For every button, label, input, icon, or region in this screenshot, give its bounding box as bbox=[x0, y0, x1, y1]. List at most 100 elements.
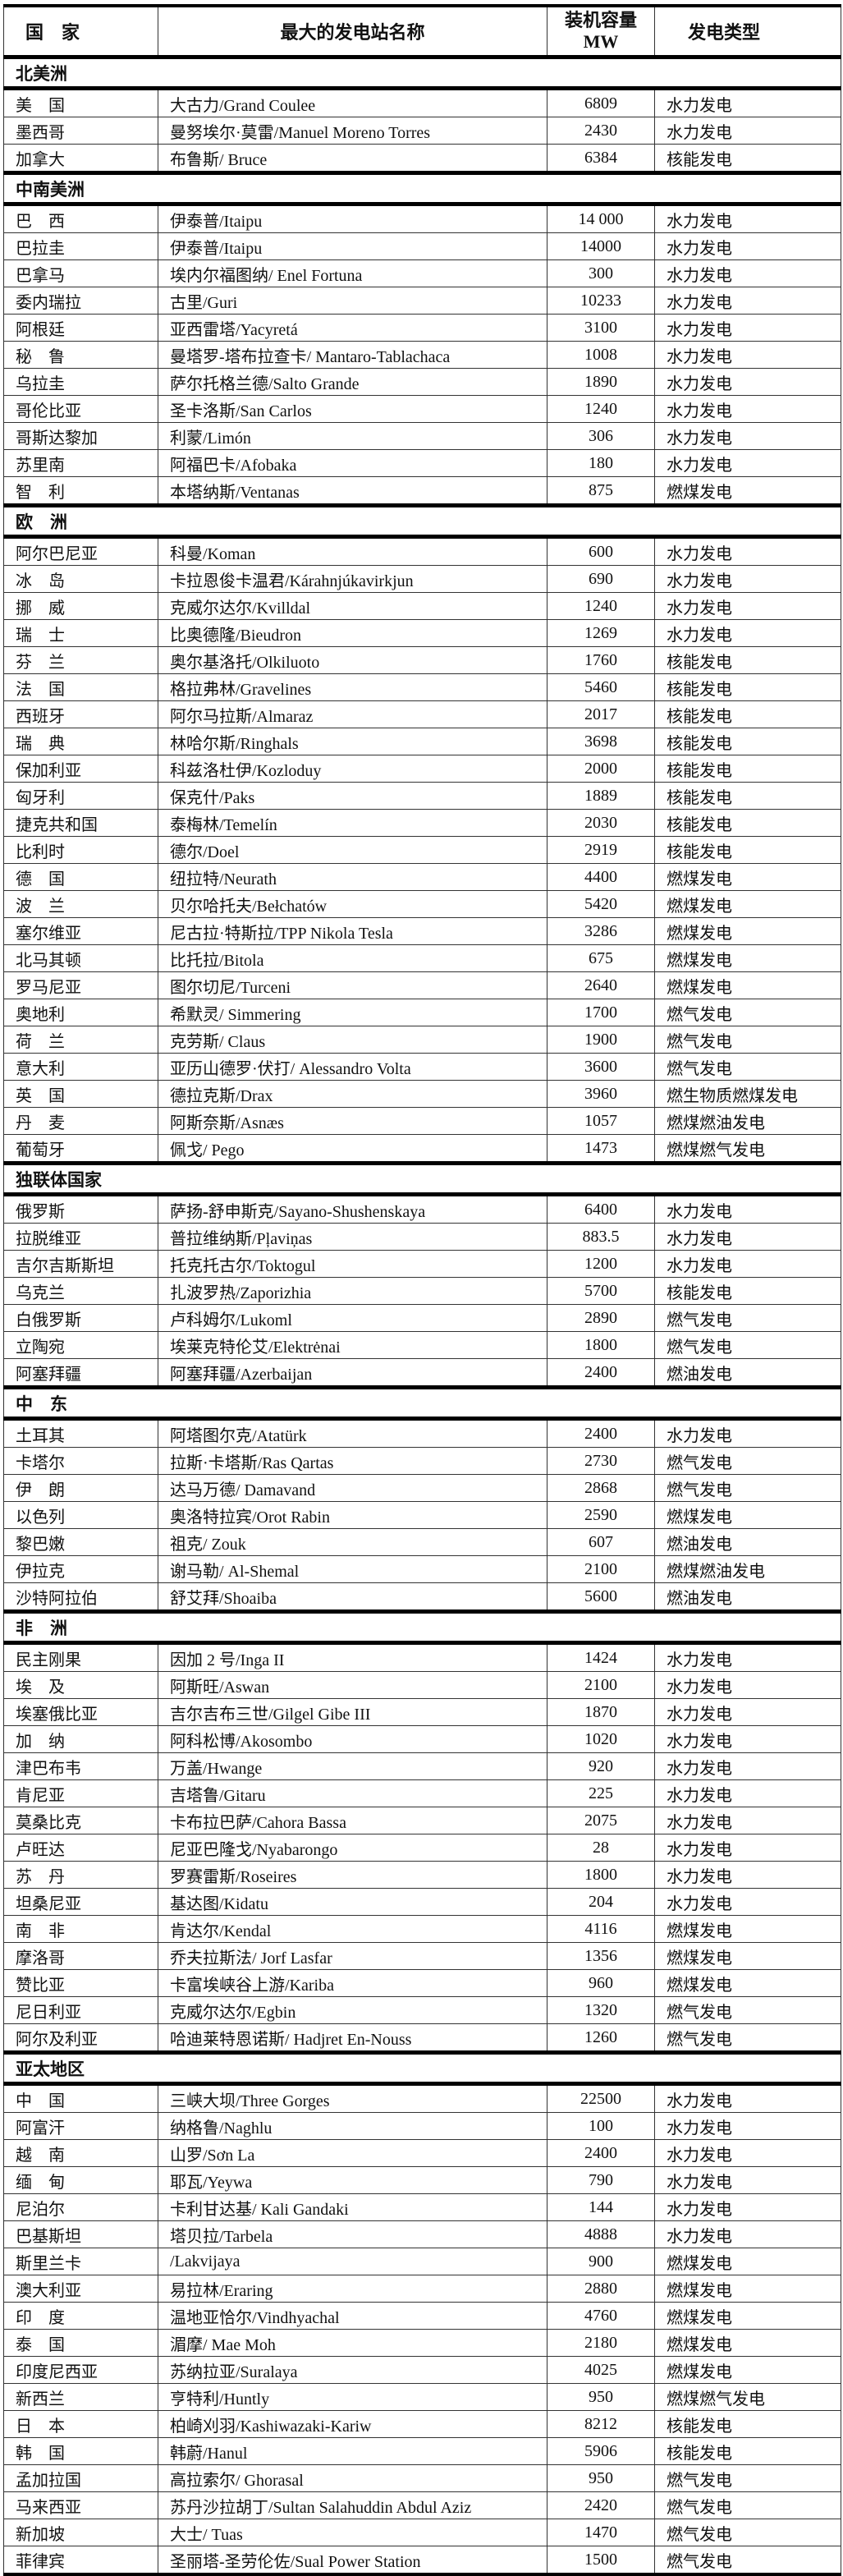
country-cell: 日 本 bbox=[3, 2410, 158, 2438]
station-cell: 卡富埃峡谷上游/Kariba bbox=[158, 1969, 547, 1997]
type-cell: 水力发电 bbox=[654, 259, 841, 287]
station-cell: 格拉弗林/Gravelines bbox=[158, 673, 547, 701]
table-row: 新西兰 亨特利/Huntly 950 燃煤燃气发电 bbox=[3, 2383, 841, 2411]
country-cell: 瑞 典 bbox=[3, 728, 158, 755]
capacity-cell: 690 bbox=[547, 565, 655, 593]
table-row: 瑞 士比奥德隆/Bieudron 1269 水力发电 bbox=[3, 619, 841, 647]
station-cell: 比奥德隆/Bieudron bbox=[158, 619, 547, 647]
table-row: 德 国纽拉特/Neurath 4400 燃煤发电 bbox=[3, 863, 841, 891]
type-cell: 水力发电 bbox=[654, 1418, 841, 1448]
type-cell: 水力发电 bbox=[654, 314, 841, 342]
station-cell: 乔夫拉斯法/ Jorf Lasfar bbox=[158, 1942, 547, 1970]
type-cell: 燃煤燃油发电 bbox=[654, 1107, 841, 1135]
country-cell: 巴拉圭 bbox=[3, 232, 158, 260]
capacity-cell: 1760 bbox=[547, 646, 655, 674]
table-row: 法 国格拉弗林/Gravelines 5460 核能发电 bbox=[3, 673, 841, 701]
station-cell: 舒艾拜/Shoaiba bbox=[158, 1582, 547, 1612]
table-row: 乌拉圭 萨尔托格兰德/Salto Grande 1890 水力发电 bbox=[3, 368, 841, 396]
table-row: 肯尼亚 吉塔鲁/Gitaru 225 水力发电 bbox=[3, 1779, 841, 1807]
country-cell: 津巴布韦 bbox=[3, 1752, 158, 1780]
station-cell: 古里/Guri bbox=[158, 287, 547, 315]
capacity-cell: 5420 bbox=[547, 890, 655, 918]
country-cell: 哥斯达黎加 bbox=[3, 422, 158, 450]
type-cell: 水力发电 bbox=[654, 395, 841, 423]
region-row: 非 洲 bbox=[3, 1609, 841, 1645]
type-cell: 燃气发电 bbox=[654, 1331, 841, 1359]
table-row: 黎巴嫩 祖克/ Zouk 607 燃油发电 bbox=[3, 1528, 841, 1556]
country-cell: 巴基斯坦 bbox=[3, 2220, 158, 2248]
region-label: 独联体国家 bbox=[3, 1161, 841, 1196]
table-row: 北马其顿 比托拉/Bitola 675 燃煤发电 bbox=[3, 944, 841, 972]
table-header-row: 国 家 最大的发电站名称 装机容量 MW 发电类型 bbox=[3, 4, 841, 59]
header-capacity-label: 装机容量 bbox=[564, 10, 637, 30]
capacity-cell: 2030 bbox=[547, 809, 655, 837]
type-cell: 燃煤发电 bbox=[654, 2329, 841, 2357]
capacity-cell: 6809 bbox=[547, 88, 655, 117]
country-cell: 肯尼亚 bbox=[3, 1779, 158, 1807]
capacity-cell: 900 bbox=[547, 2248, 655, 2275]
capacity-cell: 1269 bbox=[547, 619, 655, 647]
table-row: 日 本柏崎刈羽/Kashiwazaki-Kariw 8212 核能发电 bbox=[3, 2410, 841, 2438]
country-cell: 卡塔尔 bbox=[3, 1447, 158, 1475]
station-cell: 肯达尔/Kendal bbox=[158, 1915, 547, 1943]
table-row: 秘 鲁曼塔罗-塔布拉查卡/ Mantaro-Tablachaca 1008 水力发电 bbox=[3, 341, 841, 369]
table-row: 摩洛哥 乔夫拉斯法/ Jorf Lasfar 1356 燃煤发电 bbox=[3, 1942, 841, 1970]
type-cell: 水力发电 bbox=[654, 1888, 841, 1916]
capacity-cell: 2868 bbox=[547, 1474, 655, 1502]
station-cell: 萨扬-舒申斯克/Sayano-Shushenskaya bbox=[158, 1194, 547, 1224]
station-cell: 阿科松博/Akosombo bbox=[158, 1725, 547, 1753]
station-cell: 苏纳拉亚/Suralaya bbox=[158, 2356, 547, 2384]
table-row: 吉尔吉斯斯坦 托克托古尔/Toktogul 1200 水力发电 bbox=[3, 1250, 841, 1278]
capacity-cell: 204 bbox=[547, 1888, 655, 1916]
capacity-cell: 2075 bbox=[547, 1807, 655, 1834]
type-cell: 燃气发电 bbox=[654, 1996, 841, 2024]
capacity-cell: 1320 bbox=[547, 1996, 655, 2024]
type-cell: 核能发电 bbox=[654, 782, 841, 810]
capacity-cell: 2919 bbox=[547, 836, 655, 864]
station-cell: 泰梅林/Temelín bbox=[158, 809, 547, 837]
station-cell: 苏丹沙拉胡丁/Sultan Salahuddin Abdul Aziz bbox=[158, 2491, 547, 2519]
country-cell: 立陶宛 bbox=[3, 1331, 158, 1359]
station-cell: 亨特利/Huntly bbox=[158, 2383, 547, 2411]
table-row: 匈牙利 保克什/Paks 1889 核能发电 bbox=[3, 782, 841, 810]
table-row: 南 非肯达尔/Kendal 4116 燃煤发电 bbox=[3, 1915, 841, 1943]
country-cell: 美 国 bbox=[3, 88, 158, 117]
type-cell: 水力发电 bbox=[654, 1752, 841, 1780]
station-cell: 阿斯奈斯/Asnæs bbox=[158, 1107, 547, 1135]
table-row: 孟加拉国 高拉索尔/ Ghorasal 950 燃气发电 bbox=[3, 2464, 841, 2492]
country-cell: 西班牙 bbox=[3, 700, 158, 728]
capacity-cell: 3100 bbox=[547, 314, 655, 342]
type-cell: 燃煤发电 bbox=[654, 971, 841, 999]
table-row: 缅 甸耶瓦/Yeywa 790 水力发电 bbox=[3, 2166, 841, 2194]
table-row: 芬 兰奥尔基洛托/Olkiluoto 1760 核能发电 bbox=[3, 646, 841, 674]
country-cell: 阿塞拜疆 bbox=[3, 1358, 158, 1388]
capacity-cell: 5460 bbox=[547, 673, 655, 701]
capacity-cell: 1800 bbox=[547, 1331, 655, 1359]
type-cell: 燃生物质燃煤发电 bbox=[654, 1080, 841, 1108]
capacity-cell: 2880 bbox=[547, 2275, 655, 2303]
station-cell: 比托拉/Bitola bbox=[158, 944, 547, 972]
station-cell: 温地亚恰尔/Vindhyachal bbox=[158, 2302, 547, 2330]
country-cell: 冰 岛 bbox=[3, 565, 158, 593]
table-row: 巴拉圭 伊泰普/Itaipu 14000 水力发电 bbox=[3, 232, 841, 260]
type-cell: 水力发电 bbox=[654, 2139, 841, 2167]
type-cell: 水力发电 bbox=[654, 1861, 841, 1889]
capacity-cell: 2430 bbox=[547, 117, 655, 145]
capacity-cell: 2890 bbox=[547, 1304, 655, 1332]
country-cell: 泰 国 bbox=[3, 2329, 158, 2357]
table-row: 美 国大古力/Grand Coulee 6809 水力发电 bbox=[3, 88, 841, 117]
type-cell: 燃气发电 bbox=[654, 1447, 841, 1475]
table-row: 挪 威克威尔达尔/Kvilldal 1240 水力发电 bbox=[3, 592, 841, 620]
station-cell: 普拉维纳斯/Pļaviņas bbox=[158, 1223, 547, 1251]
table-row: 乌克兰 扎波罗热/Zaporizhia 5700 核能发电 bbox=[3, 1277, 841, 1305]
capacity-cell: 14000 bbox=[547, 232, 655, 260]
capacity-cell: 1240 bbox=[547, 395, 655, 423]
table-row: 沙特阿拉伯 舒艾拜/Shoaiba 5600 燃油发电 bbox=[3, 1582, 841, 1612]
header-type: 发电类型 bbox=[654, 4, 841, 59]
capacity-cell: 2590 bbox=[547, 1501, 655, 1529]
power-station-table: 国 家 最大的发电站名称 装机容量 MW 发电类型 北美洲美 国大古力/Grand… bbox=[3, 4, 841, 2576]
type-cell: 燃煤发电 bbox=[654, 2302, 841, 2330]
type-cell: 水力发电 bbox=[654, 1250, 841, 1278]
station-cell: 罗赛雷斯/Roseires bbox=[158, 1861, 547, 1889]
station-cell: 德拉克斯/Drax bbox=[158, 1080, 547, 1108]
